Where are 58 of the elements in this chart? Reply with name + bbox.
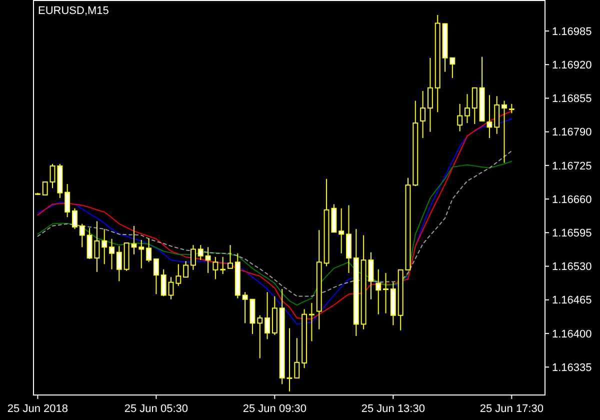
candlestick [160, 268, 166, 297]
candlestick [457, 103, 463, 132]
candlestick [228, 244, 233, 269]
candlestick [72, 208, 78, 230]
candlestick [508, 103, 514, 114]
candlestick [138, 239, 144, 269]
candlestick [109, 238, 114, 270]
candlestick [338, 208, 344, 254]
x-tick-label: 25 Jun 09:30 [242, 403, 306, 415]
candlestick [472, 87, 478, 125]
y-tick-label: 1.16660 [552, 194, 592, 206]
y-tick-label: 1.16465 [552, 294, 592, 307]
candlestick [183, 260, 189, 278]
y-tick-label: 1.16855 [552, 93, 592, 106]
candlestick [376, 268, 382, 315]
candlestick [50, 163, 56, 189]
candlestick [420, 90, 426, 139]
candlestick [64, 184, 70, 218]
candlestick [190, 244, 196, 270]
candlestick [176, 264, 182, 286]
y-tick-label: 1.16400 [552, 328, 592, 340]
candlestick [286, 328, 292, 392]
candlestick [42, 181, 48, 196]
y-tick-label: 1.16985 [552, 26, 592, 38]
y-tick-label: 1.16335 [552, 362, 592, 374]
candlestick [264, 292, 270, 340]
candlestick [168, 276, 174, 300]
candlestick [153, 258, 159, 295]
candlestick [486, 94, 492, 139]
chart-title: EURUSD,M15 [38, 5, 109, 17]
y-tick-label: 1.16595 [552, 227, 592, 240]
candlestick [383, 272, 388, 314]
y-tick-label: 1.16725 [552, 160, 592, 172]
candlestick [212, 256, 218, 280]
candlestick [294, 338, 300, 378]
candlestick [346, 204, 352, 274]
candlestick [308, 302, 314, 342]
candlestick [79, 223, 85, 248]
candlestick [220, 256, 226, 275]
candlestick [427, 57, 433, 132]
candlestick [131, 225, 137, 255]
candlestick [257, 314, 263, 359]
candlestick [116, 246, 122, 282]
x-tick-label: 25 Jun 13:30 [361, 403, 425, 415]
y-tick-label: 1.16920 [552, 59, 592, 72]
candlestick [198, 244, 204, 261]
x-tick-label: 25 Jun 05:30 [124, 403, 188, 415]
x-tick-label: 25 Jun 17:30 [480, 403, 544, 415]
y-tick-label: 1.16530 [552, 261, 592, 274]
candlestick [102, 228, 108, 265]
candlestick [464, 94, 470, 124]
x-tick-label: 25 Jun 2018 [7, 403, 68, 415]
y-tick-label: 1.16790 [552, 126, 592, 139]
candlestick [494, 96, 500, 134]
candlestick [502, 100, 507, 164]
candlestick [205, 246, 211, 274]
candlestick [146, 238, 152, 263]
candlestick [450, 57, 456, 79]
